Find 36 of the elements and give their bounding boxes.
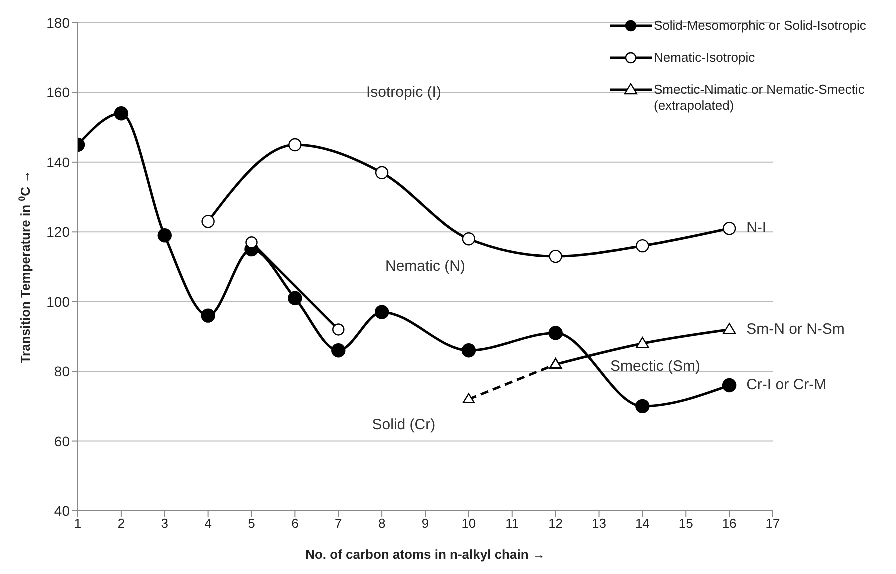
legend-label: Nematic-Isotropic (654, 50, 756, 66)
annotation: Smectic (Sm) (610, 358, 701, 376)
x-tick-label: 7 (335, 516, 342, 532)
x-tick-label: 16 (722, 516, 737, 532)
x-tick-label: 15 (678, 516, 694, 532)
x-tick-label: 3 (161, 516, 168, 532)
legend-label: Solid-Mesomorphic or Solid-Isotropic (654, 18, 866, 34)
x-tick-label: 4 (204, 516, 212, 532)
y-tick-label: 160 (46, 84, 70, 101)
annotation: Sm-N or N-Sm (746, 320, 845, 338)
x-tick-label: 6 (292, 516, 299, 532)
x-tick-label: 13 (592, 516, 606, 532)
x-tick-label: 1 (74, 516, 82, 532)
y-tick-label: 120 (46, 224, 70, 240)
y-tick-label: 140 (46, 154, 70, 170)
y-tick-label: 180 (46, 14, 70, 31)
x-tick-label: 5 (248, 516, 256, 532)
y-tick-label: 40 (54, 502, 70, 519)
annotation: Nematic (N) (385, 258, 466, 275)
y-tick-label: 80 (54, 364, 70, 380)
x-tick-label: 14 (635, 516, 650, 532)
x-tick-label: 9 (422, 516, 430, 532)
annotation: Isotropic (I) (366, 84, 442, 101)
x-tick-label: 17 (766, 516, 780, 532)
x-tick-label: 8 (378, 516, 386, 532)
x-tick-label: 11 (506, 516, 520, 532)
legend-label: Smectic-Nimatic or Nematic-Smectic (extrapolated) (654, 82, 866, 114)
annotation: Solid (Cr) (372, 416, 436, 434)
x-tick-label: 2 (118, 516, 126, 532)
x-axis-title: No. of carbon atoms in n-alkyl chain → (306, 547, 546, 562)
annotation: Cr-I or Cr-M (746, 376, 827, 394)
x-tick-label: 12 (548, 516, 564, 532)
y-tick-label: 100 (46, 294, 70, 310)
annotation: N-I (746, 219, 767, 236)
x-tick-label: 10 (462, 516, 476, 532)
y-tick-label: 60 (54, 433, 70, 450)
